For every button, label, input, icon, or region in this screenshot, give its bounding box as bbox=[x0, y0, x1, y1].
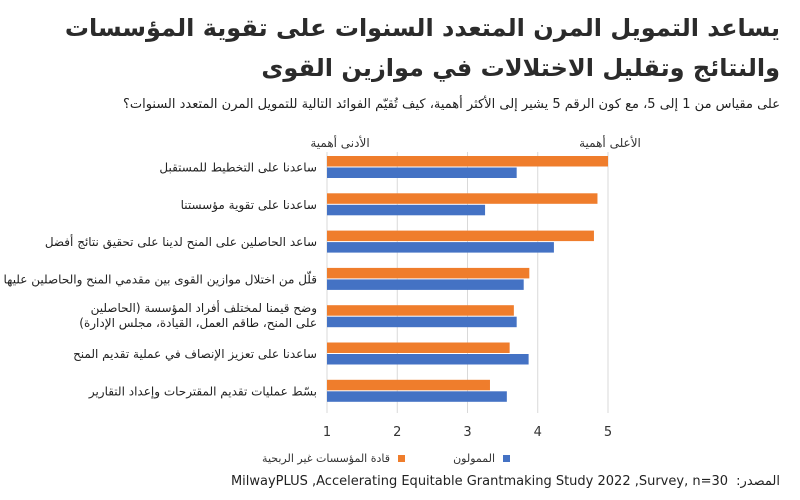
category-label-3: ساعد الحاصلين على المنح لدينا على تحقيق … bbox=[45, 234, 317, 250]
bar-nonprofit-4 bbox=[327, 267, 530, 279]
category-label-6: ساعدنا على تعزيز الإنصاف في عملية تقديم … bbox=[73, 347, 317, 362]
bar-nonprofit-5 bbox=[327, 305, 514, 316]
bar-nonprofit-3 bbox=[327, 230, 594, 242]
x-tick-label-4: 4 bbox=[534, 425, 542, 440]
bar-nonprofit-1 bbox=[327, 156, 608, 167]
source-text: MilwayPLUS ,Accelerating Equitable Grant… bbox=[230, 474, 729, 489]
x-tick-label-2: 2 bbox=[393, 425, 401, 440]
scale-low-label: الأدنى أهمية bbox=[310, 135, 369, 150]
bar-funders-4 bbox=[327, 279, 524, 290]
title-line-2: والنتائج وتقليل الاختلالات في موازين الق… bbox=[261, 54, 780, 82]
category-label-5-line-2: على المنح، طاقم العمل، القيادة، مجلس الإ… bbox=[79, 316, 317, 331]
bar-nonprofit-6 bbox=[327, 342, 510, 353]
bar-nonprofit-7 bbox=[327, 379, 490, 391]
legend-label-funders: الممولون bbox=[453, 452, 495, 465]
x-tick-label-5: 5 bbox=[604, 425, 612, 440]
scale-high-label: الأعلى أهمية bbox=[579, 135, 641, 150]
bar-funders-2 bbox=[327, 204, 486, 216]
title-line-1: يساعد التمويل المرن المتعدد السنوات على … bbox=[64, 14, 780, 42]
bar-nonprofit-2 bbox=[327, 193, 598, 204]
legend-swatch-funders bbox=[503, 455, 510, 462]
chart-subtitle: على مقياس من 1 إلى 5، مع كون الرقم 5 يشي… bbox=[122, 97, 780, 112]
source-label: المصدر: bbox=[736, 474, 780, 489]
legend-swatch-nonprofit bbox=[398, 455, 405, 462]
category-label-1: ساعدنا على التخطيط للمستقبل bbox=[159, 161, 317, 175]
bar-funders-6 bbox=[327, 354, 529, 365]
x-tick-label-3: 3 bbox=[463, 425, 471, 440]
legend-label-nonprofit: قادة المؤسسات غير الربحية bbox=[262, 452, 390, 465]
bar-funders-1 bbox=[327, 167, 517, 178]
bar-funders-3 bbox=[327, 242, 554, 253]
chart-title: يساعد التمويل المرن المتعدد السنوات على … bbox=[20, 8, 780, 88]
category-label-5-line-1: وضح قيمنا لمختلف أفراد المؤسسة (الحاصلين bbox=[91, 300, 317, 316]
source-note: المصدر: MilwayPLUS ,Accelerating Equitab… bbox=[0, 474, 780, 489]
category-label-7: بسّط عمليات تقديم المقترحات وإعداد التقا… bbox=[88, 384, 317, 399]
x-tick-label-1: 1 bbox=[323, 425, 331, 440]
bar-funders-5 bbox=[327, 316, 517, 328]
category-label-2: ساعدنا على تقوية مؤسستنا bbox=[181, 198, 317, 213]
bar-funders-7 bbox=[327, 391, 507, 402]
category-label-4: قلّل من اختلال موازين القوى بين مقدمي ال… bbox=[4, 270, 318, 288]
